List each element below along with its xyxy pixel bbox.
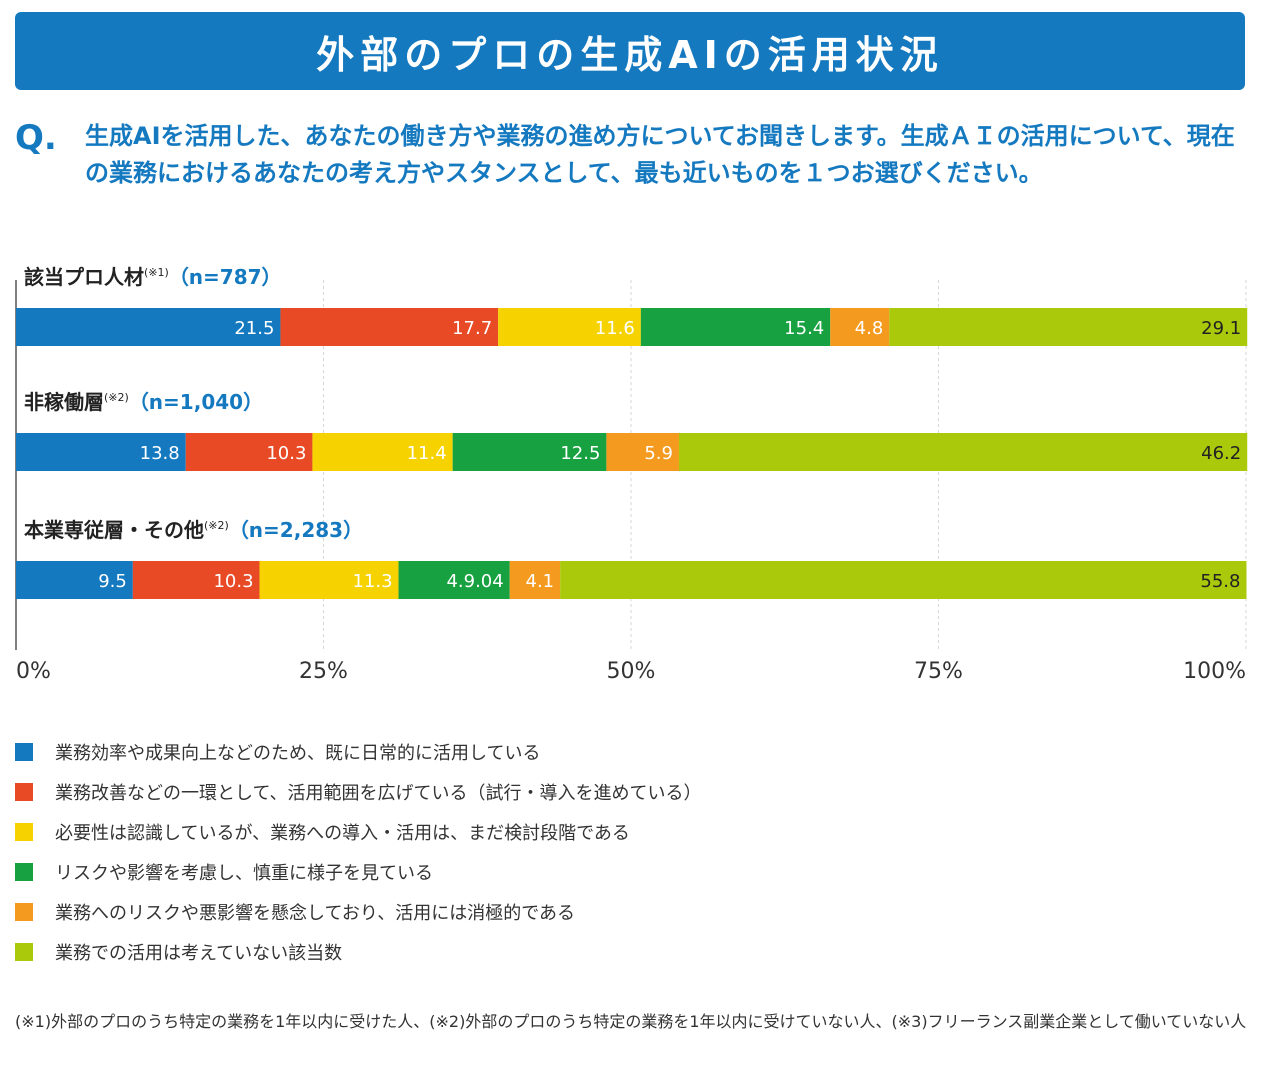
x-tick-label: 50% (607, 659, 656, 684)
legend-label: 業務での活用は考えていない該当数 (55, 943, 343, 964)
data-label: 10.3 (213, 571, 253, 592)
bar-segment (678, 433, 1248, 471)
bar-segment (280, 308, 499, 346)
data-label: 4.1 (526, 571, 555, 592)
data-label: 17.7 (452, 318, 492, 339)
legend-label: 業務効率や成果向上などのため、既に日常的に活用している (55, 743, 541, 764)
legend-item: リスクや影響を考慮し、慎重に様子を見ている (15, 852, 702, 892)
data-label: 11.4 (407, 443, 447, 464)
title-banner: 外部のプロの生成AIの活用状況 (15, 12, 1245, 90)
footnote: (※1)外部のプロのうち特定の業務を1年以内に受けた人、(※2)外部のプロのうち… (15, 1012, 1247, 1031)
legend-label: 必要性は認識しているが、業務への導入・活用は、まだ検討段階である (55, 823, 630, 844)
data-label: 11.3 (352, 571, 392, 592)
bar-segment (16, 433, 186, 471)
legend-item: 業務へのリスクや悪影響を懸念しており、活用には消極的である (15, 892, 702, 932)
legend-label: リスクや影響を考慮し、慎重に様子を見ている (55, 863, 433, 884)
x-tick-label: 0% (16, 659, 51, 684)
legend-swatch (15, 783, 33, 801)
stacked-bar-chart: 0% 25% 50% 75% 100% 該当プロ人材(※1)（n=787） 21.5 17.7… (15, 265, 1248, 684)
x-tick-label: 100% (1183, 659, 1246, 684)
legend-label: 業務改善などの一環として、活用範囲を広げている（試行・導入を進めている） (55, 783, 702, 804)
question-block: Q. 生成AIを活用した、あなたの働き方や業務の進め方についてお聞きします。生成… (15, 118, 1255, 192)
bar-segment (312, 433, 453, 471)
data-label: 15.4 (784, 318, 824, 339)
legend-label: 業務へのリスクや悪影響を懸念しており、活用には消極的である (55, 903, 576, 924)
data-label: 21.5 (234, 318, 274, 339)
data-label: 12.5 (560, 443, 600, 464)
question-text: 生成AIを活用した、あなたの働き方や業務の進め方についてお聞きします。生成ＡＩの… (85, 122, 1235, 187)
legend-swatch (15, 743, 33, 761)
question-marker: Q. (15, 118, 57, 158)
data-label: 46.2 (1201, 443, 1241, 464)
row-label: 本業専従層・その他(※2)（n=2,283） (24, 518, 363, 542)
data-label: 4.8 (855, 318, 884, 339)
bar-segment (560, 561, 1247, 599)
legend-item: 業務効率や成果向上などのため、既に日常的に活用している (15, 732, 702, 772)
bar-segment (398, 561, 510, 599)
x-tick-label: 75% (914, 659, 963, 684)
bar-segment (185, 433, 313, 471)
data-label: 13.8 (140, 443, 180, 464)
legend-item: 業務での活用は考えていない該当数 (15, 932, 702, 972)
legend-item: 必要性は認識しているが、業務への導入・活用は、まだ検討段階である (15, 812, 702, 852)
row-label: 該当プロ人材(※1)（n=787） (24, 265, 282, 289)
legend-swatch (15, 863, 33, 881)
page-title: 外部のプロの生成AIの活用状況 (316, 32, 944, 77)
row-label: 非稼働層(※2)（n=1,040） (24, 390, 263, 414)
bar-segment (606, 433, 679, 471)
x-tick-label: 25% (299, 659, 348, 684)
chart-legend: 業務効率や成果向上などのため、既に日常的に活用している業務改善などの一環として、… (15, 732, 702, 972)
legend-item: 業務改善などの一環として、活用範囲を広げている（試行・導入を進めている） (15, 772, 702, 812)
legend-swatch (15, 943, 33, 961)
bar-segment (132, 561, 260, 599)
bar-segment (830, 308, 890, 346)
bar-segment (640, 308, 831, 346)
legend-swatch (15, 823, 33, 841)
bar-segment (16, 561, 133, 599)
data-label: 5.9 (644, 443, 673, 464)
data-label: 11.6 (595, 318, 635, 339)
bar-segment (889, 308, 1248, 346)
legend-swatch (15, 903, 33, 921)
data-label: 55.8 (1200, 571, 1240, 592)
bar-segment (452, 433, 607, 471)
data-label: 9.5 (98, 571, 127, 592)
bar-segment (259, 561, 399, 599)
bar-segment (498, 308, 641, 346)
bar-segment (16, 308, 281, 346)
data-label: 4.9.04 (446, 571, 503, 592)
bar-segment (509, 561, 561, 599)
data-label: 10.3 (266, 443, 306, 464)
data-label: 29.1 (1201, 318, 1241, 339)
